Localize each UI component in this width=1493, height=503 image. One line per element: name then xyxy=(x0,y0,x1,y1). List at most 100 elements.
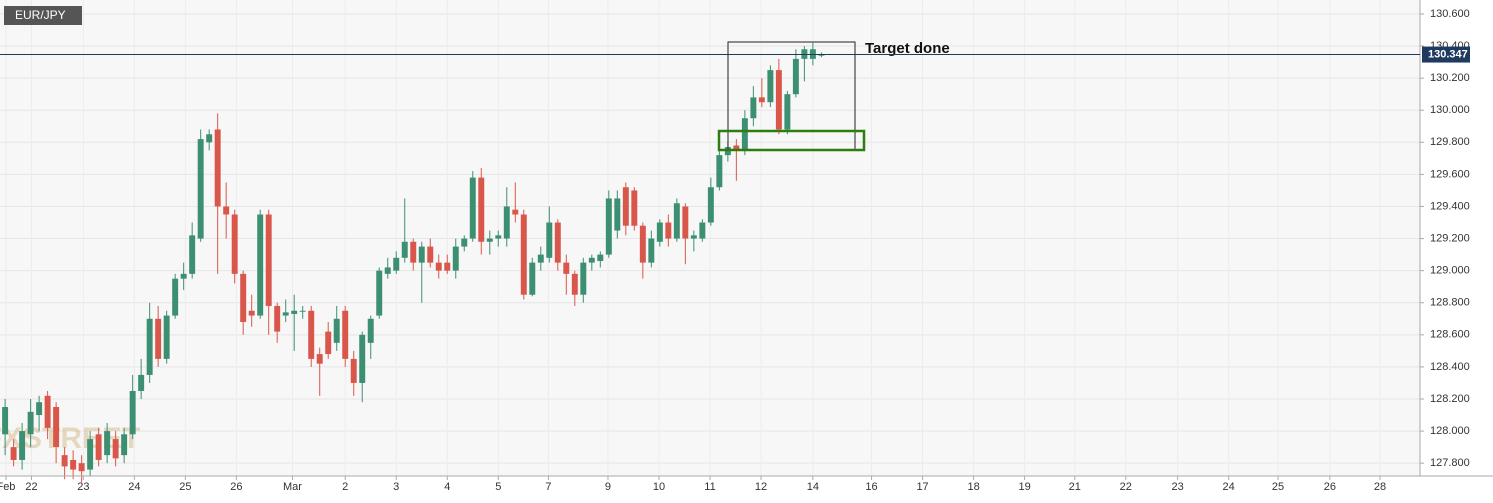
candle-body xyxy=(563,262,570,274)
y-tick-label: 128.000 xyxy=(1430,425,1470,437)
candle-body xyxy=(257,214,264,316)
candle-body xyxy=(673,203,680,239)
x-tick-label: 22 xyxy=(1120,481,1132,493)
x-tick-label: 9 xyxy=(605,481,611,493)
candle-body xyxy=(631,190,638,226)
last-price-label: 130.347 xyxy=(1428,48,1468,60)
candle-body xyxy=(44,395,51,428)
grid xyxy=(0,0,1420,476)
x-tick-label: 16 xyxy=(865,481,877,493)
x-tick-label: 22 xyxy=(25,481,37,493)
candle-body xyxy=(78,463,85,472)
candle-body xyxy=(248,310,255,316)
candle-body xyxy=(384,267,391,274)
candle-body xyxy=(792,58,799,95)
candle-body xyxy=(393,257,400,271)
candle-body xyxy=(622,187,629,226)
candle-body xyxy=(750,97,757,119)
x-tick-label: 26 xyxy=(230,481,242,493)
candle-body xyxy=(265,214,272,306)
candle-body xyxy=(189,235,196,274)
candle-body xyxy=(333,318,340,343)
candle-body xyxy=(87,439,94,470)
candle-body xyxy=(546,222,553,258)
candle-body xyxy=(554,222,561,263)
y-tick-label: 129.600 xyxy=(1430,168,1470,180)
candle-body xyxy=(155,318,162,359)
candle-body xyxy=(597,254,604,262)
candle-body xyxy=(172,278,179,316)
candle-body xyxy=(299,310,306,312)
candle-body xyxy=(104,431,111,456)
x-tick-label: 19 xyxy=(1018,481,1030,493)
candle-body xyxy=(121,434,128,456)
candle-body xyxy=(614,198,621,231)
candle-body xyxy=(282,312,289,316)
x-tick-label: 24 xyxy=(1223,481,1235,493)
y-tick-label: 128.400 xyxy=(1430,361,1470,373)
candle-body xyxy=(214,129,221,207)
candle-body xyxy=(180,273,187,279)
candle-body xyxy=(231,214,238,274)
candle-body xyxy=(95,434,102,460)
annotation: Target done xyxy=(865,40,950,57)
candle-body xyxy=(707,187,714,223)
candle-body xyxy=(53,407,60,448)
x-tick-label: 17 xyxy=(916,481,928,493)
candle-body xyxy=(588,257,595,263)
y-tick-label: 128.600 xyxy=(1430,329,1470,341)
candle-body xyxy=(36,402,43,416)
candle-body xyxy=(656,222,663,242)
candle-body xyxy=(359,334,366,383)
candle-body xyxy=(240,273,247,322)
candle-body xyxy=(444,262,451,271)
candle-body xyxy=(580,262,587,295)
candle-body xyxy=(665,222,672,239)
symbol-badge xyxy=(4,6,82,25)
y-tick-label: 130.000 xyxy=(1430,104,1470,116)
candle-body xyxy=(376,270,383,316)
candle-body xyxy=(2,407,9,435)
candles xyxy=(2,42,825,483)
x-tick-label: Feb xyxy=(0,481,15,493)
y-tick-label: 128.200 xyxy=(1430,393,1470,405)
x-tick-label: 28 xyxy=(1374,481,1386,493)
candle-body xyxy=(367,318,374,343)
candle-body xyxy=(163,315,170,359)
candle-body xyxy=(775,70,782,130)
x-tick-label: 3 xyxy=(393,481,399,493)
candle-body xyxy=(19,431,26,460)
candle-body xyxy=(223,206,230,215)
candle-body xyxy=(10,447,17,460)
candle-body xyxy=(478,177,485,242)
candle-body xyxy=(767,70,774,103)
y-tick-label: 128.800 xyxy=(1430,297,1470,309)
candle-body xyxy=(316,354,323,364)
candle-body xyxy=(486,238,493,242)
candle-body xyxy=(503,206,510,239)
candle-body xyxy=(401,241,408,258)
x-tick-label: 25 xyxy=(179,481,191,493)
candle-body xyxy=(27,411,34,435)
candle-body xyxy=(427,246,434,263)
candle-body xyxy=(682,206,689,239)
candle-body xyxy=(291,310,298,314)
candle-body xyxy=(197,139,204,239)
candle-body xyxy=(469,177,476,239)
x-tick-label: 10 xyxy=(653,481,665,493)
symbol: EUR/JPY xyxy=(15,8,66,22)
y-tick-label: 129.200 xyxy=(1430,232,1470,244)
y-tick-label: 129.800 xyxy=(1430,136,1470,148)
candle-body xyxy=(129,390,136,435)
x-tick-label: 26 xyxy=(1324,481,1336,493)
candle-body xyxy=(112,439,119,459)
candle-body xyxy=(520,214,527,295)
x-tick-label: 25 xyxy=(1272,481,1284,493)
candle-body xyxy=(733,145,740,151)
x-tick-label: 7 xyxy=(545,481,551,493)
candle-body xyxy=(741,118,748,151)
last-price-badge xyxy=(1422,46,1470,63)
y-tick-label: 129.400 xyxy=(1430,200,1470,212)
candle-body xyxy=(61,455,68,467)
